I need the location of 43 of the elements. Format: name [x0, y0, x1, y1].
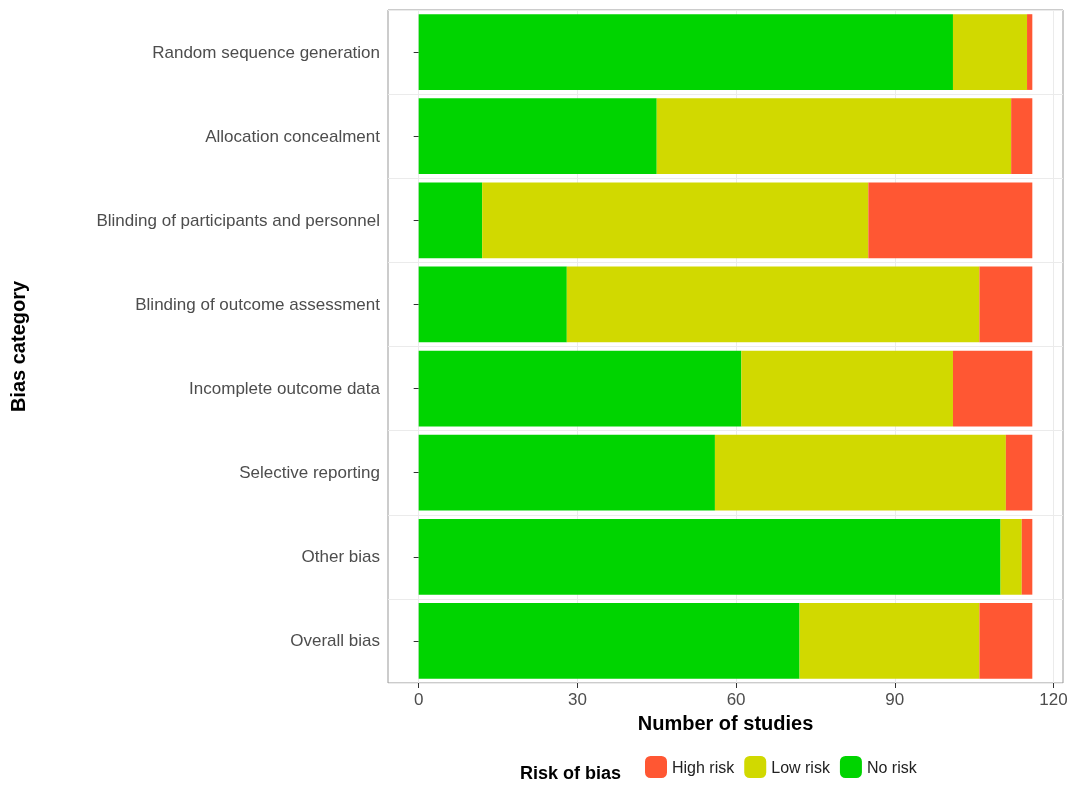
y-tick-label: Blinding of participants and personnel: [96, 210, 380, 230]
x-tick-label: 0: [413, 690, 424, 709]
bar: [979, 603, 1033, 679]
bar: [1000, 518, 1022, 595]
bar: [418, 434, 715, 511]
legend-label: Low risk: [771, 758, 831, 776]
bar: [979, 266, 1033, 343]
bar: [741, 350, 953, 427]
y-tick-label: Incomplete outcome data: [189, 379, 381, 399]
bar: [656, 98, 1012, 175]
x-axis-title: Number of studies: [637, 712, 814, 734]
x-tick-label: 30: [567, 690, 587, 709]
bar: [418, 182, 483, 259]
bar: [418, 14, 953, 90]
bar: [418, 518, 1001, 595]
bar: [1027, 14, 1033, 90]
x-tick-label: 120: [1039, 690, 1068, 709]
bar: [952, 350, 1033, 427]
bar: [799, 603, 980, 679]
bar: [714, 434, 1006, 511]
y-axis-title: Bias category: [7, 280, 29, 413]
legend-label: No risk: [866, 758, 918, 776]
legend-title: Risk of bias: [520, 763, 622, 783]
legend-label: High risk: [672, 758, 736, 776]
bar: [868, 182, 1033, 259]
y-tick-label: Overall bias: [290, 631, 380, 651]
bar: [418, 266, 567, 343]
y-tick-label: Blinding of outcome assessment: [135, 294, 381, 314]
bar: [418, 603, 800, 679]
bar: [1005, 434, 1033, 511]
bar: [1011, 98, 1033, 175]
x-tick-label: 60: [726, 690, 746, 709]
bar: [418, 350, 742, 427]
bar: [952, 14, 1028, 90]
bar: [1021, 518, 1033, 595]
x-tick-label: 90: [885, 690, 905, 709]
y-tick-label: Allocation concealment: [205, 126, 381, 146]
bar: [566, 266, 980, 343]
y-tick-label: Selective reporting: [239, 463, 380, 483]
bar: [482, 182, 869, 259]
y-tick-label: Other bias: [301, 547, 380, 567]
bar: [418, 98, 657, 175]
y-tick-label: Random sequence generation: [152, 42, 380, 62]
